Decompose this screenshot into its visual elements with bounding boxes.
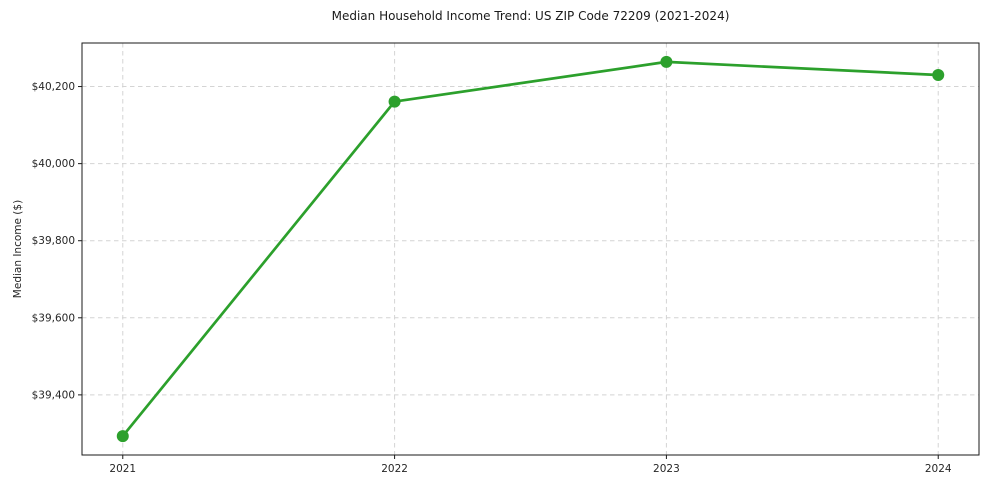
data-point-2024	[932, 68, 945, 81]
income-trend-line	[121, 60, 940, 438]
y-tick-label: $40,200	[32, 81, 75, 93]
plot-border	[81, 42, 980, 456]
y-tick-label: $39,600	[32, 312, 75, 324]
chart-title: Median Household Income Trend: US ZIP Co…	[331, 9, 730, 23]
x-tick-label: 2021	[109, 463, 136, 475]
data-point-2023	[660, 55, 673, 68]
x-tick-label: 2022	[381, 463, 408, 475]
y-tick-label: $40,000	[32, 158, 75, 170]
data-point-2021	[116, 430, 129, 443]
y-tick-label: $39,800	[32, 235, 75, 247]
y-tick-label: $39,400	[32, 389, 75, 401]
data-point-2022	[388, 95, 401, 108]
x-tick-label: 2023	[653, 463, 680, 475]
x-tick-label: 2024	[925, 463, 952, 475]
